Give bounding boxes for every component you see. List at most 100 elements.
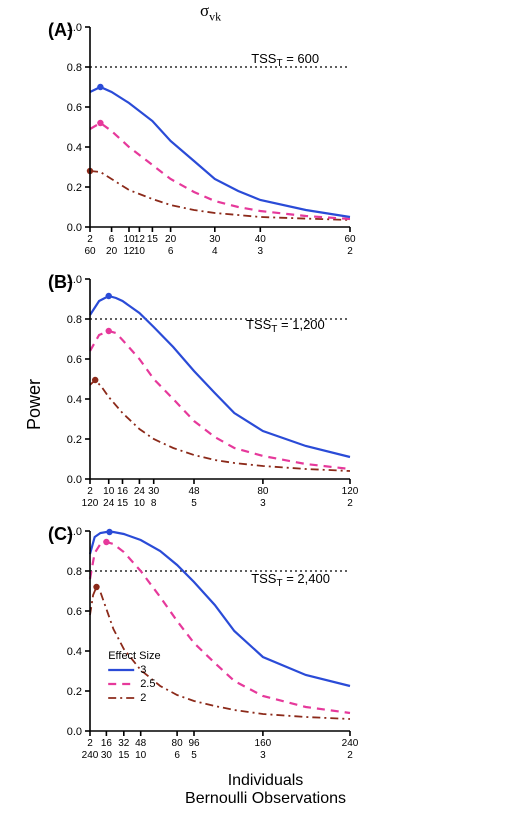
x-tick-label-top: 160 xyxy=(255,738,272,749)
x-tick-label-bot: 6 xyxy=(174,750,180,761)
x-tick-label-bot: 2 xyxy=(347,750,353,761)
y-tick-label: 0.4 xyxy=(67,142,82,154)
x-tick-label-top: 10 xyxy=(103,486,115,497)
x-tick-label-top: 48 xyxy=(188,486,200,497)
x-tick-label-top: 240 xyxy=(342,738,359,749)
legend-label-series3: 3 xyxy=(140,664,146,676)
series-marker-series3 xyxy=(106,293,112,299)
y-tick-label: 0.0 xyxy=(67,222,82,234)
y-tick-label: 0.2 xyxy=(67,434,82,446)
x-tick-label-bot: 120 xyxy=(82,498,99,509)
x-tick-label-top: 80 xyxy=(172,738,184,749)
x-tick-label-bot: 15 xyxy=(118,750,130,761)
x-tick-label-bot: 8 xyxy=(151,498,157,509)
series-marker-series2 xyxy=(93,584,99,590)
series-marker-series3 xyxy=(97,84,103,90)
x-tick-label-top: 12 xyxy=(134,234,146,245)
title-sigma: σ xyxy=(200,1,209,20)
y-tick-label: 0.8 xyxy=(67,566,82,578)
plot-panel-B: 0.00.20.40.60.81.02120102416152410308485… xyxy=(50,275,370,517)
x-tick-label-bot: 10 xyxy=(134,246,146,257)
series-line-series3 xyxy=(90,87,350,217)
series-marker-series2_5 xyxy=(97,120,103,126)
x-tick-label-bot: 10 xyxy=(135,750,147,761)
y-tick-label: 0.4 xyxy=(67,646,82,658)
x-tick-label-top: 16 xyxy=(101,738,113,749)
figure-top-title: σvk xyxy=(200,1,221,24)
x-tick-label-bot: 2 xyxy=(347,246,353,257)
x-tick-label-bot: 6 xyxy=(168,246,174,257)
x-tick-label-bot: 60 xyxy=(84,246,96,257)
series-line-series2 xyxy=(90,380,350,471)
x-axis-labels: Individuals Bernoulli Observations xyxy=(0,772,531,808)
x-tick-label-top: 24 xyxy=(134,486,146,497)
series-marker-series3 xyxy=(106,529,112,535)
x-tick-label-bot: 30 xyxy=(101,750,113,761)
figure-root: σvk Power (A)0.00.20.40.60.81.0260620101… xyxy=(0,0,531,825)
x-tick-label-bot: 3 xyxy=(258,246,264,257)
y-tick-label: 0.4 xyxy=(67,394,82,406)
y-tick-label: 1.0 xyxy=(67,275,82,286)
x-tick-label-top: 30 xyxy=(209,234,221,245)
y-tick-label: 0.8 xyxy=(67,314,82,326)
x-tick-label-top: 48 xyxy=(135,738,147,749)
x-tick-label-top: 20 xyxy=(165,234,177,245)
y-tick-label: 0.6 xyxy=(67,354,82,366)
x-tick-label-top: 40 xyxy=(255,234,267,245)
x-tick-label-bot: 3 xyxy=(260,750,266,761)
series-line-series2_5 xyxy=(90,123,350,219)
x-tick-label-top: 30 xyxy=(148,486,160,497)
legend-label-series2: 2 xyxy=(140,692,146,704)
x-tick-label-bot: 20 xyxy=(106,246,118,257)
x-tick-label-bot: 24 xyxy=(103,498,115,509)
x-tick-label-top: 2 xyxy=(87,234,93,245)
x-tick-label-top: 2 xyxy=(87,486,93,497)
y-axis-label: Power xyxy=(24,379,45,430)
y-tick-label: 1.0 xyxy=(67,527,82,538)
annotation-tss: TSST = 2,400 xyxy=(251,571,330,589)
y-tick-label: 0.2 xyxy=(67,686,82,698)
annotation-tss: TSST = 600 xyxy=(251,51,319,69)
y-tick-label: 1.0 xyxy=(67,23,82,34)
series-line-series2_5 xyxy=(90,542,350,713)
x-tick-label-bot: 3 xyxy=(260,498,266,509)
series-marker-series2 xyxy=(92,377,98,383)
x-tick-label-bot: 10 xyxy=(134,498,146,509)
x-tick-label-bot: 2 xyxy=(347,498,353,509)
series-line-series2 xyxy=(90,171,350,220)
y-tick-label: 0.0 xyxy=(67,726,82,738)
x-tick-label-top: 96 xyxy=(188,738,200,749)
x-tick-label-top: 15 xyxy=(147,234,159,245)
y-tick-label: 0.0 xyxy=(67,474,82,486)
y-tick-label: 0.6 xyxy=(67,102,82,114)
x-tick-label-bot: 5 xyxy=(191,750,197,761)
title-sub: vk xyxy=(209,9,221,23)
x-axis-label-line1: Individuals xyxy=(0,772,531,790)
x-tick-label-top: 6 xyxy=(109,234,115,245)
x-tick-label-bot: 5 xyxy=(191,498,197,509)
plot-panel-C: 0.00.20.40.60.81.02240163032154810806965… xyxy=(50,527,370,769)
axes xyxy=(90,531,350,731)
plot-panel-A: 0.00.20.40.60.81.02606201012121015206304… xyxy=(50,23,370,265)
legend-title: Effect Size xyxy=(108,650,160,662)
x-axis-label-line2: Bernoulli Observations xyxy=(0,790,531,808)
x-tick-label-bot: 15 xyxy=(117,498,129,509)
series-marker-series2_5 xyxy=(106,328,112,334)
x-tick-label-top: 120 xyxy=(342,486,359,497)
axes xyxy=(90,279,350,479)
annotation-tss: TSST = 1,200 xyxy=(246,317,325,335)
series-marker-series2_5 xyxy=(103,539,109,545)
x-tick-label-top: 80 xyxy=(257,486,269,497)
x-tick-label-top: 60 xyxy=(344,234,356,245)
x-tick-label-bot: 240 xyxy=(82,750,99,761)
x-tick-label-top: 2 xyxy=(87,738,93,749)
y-axis-label-text: Power xyxy=(24,379,44,430)
y-tick-label: 0.8 xyxy=(67,62,82,74)
y-tick-label: 0.2 xyxy=(67,182,82,194)
y-tick-label: 0.6 xyxy=(67,606,82,618)
x-tick-label-top: 32 xyxy=(118,738,130,749)
series-line-series3 xyxy=(90,532,350,686)
legend-label-series2_5: 2.5 xyxy=(140,678,155,690)
x-tick-label-bot: 4 xyxy=(212,246,218,257)
x-tick-label-top: 16 xyxy=(117,486,129,497)
